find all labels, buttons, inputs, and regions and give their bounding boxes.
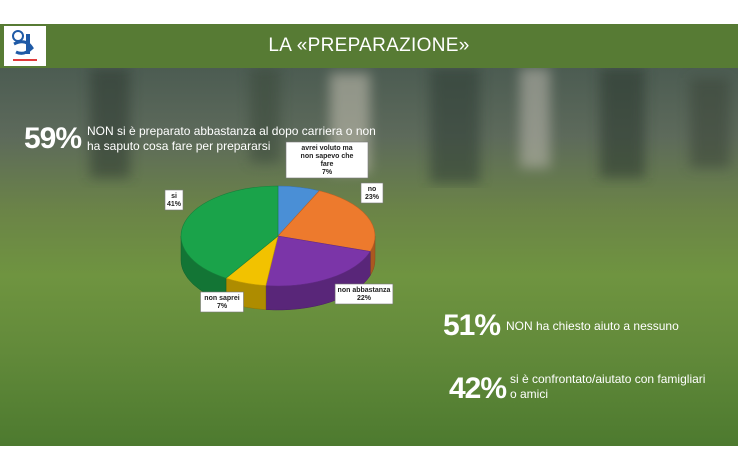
slice-label-box-1 (360, 182, 384, 204)
slice-label-box-2 (334, 283, 394, 305)
slice-name-label-0: non sapevo che (301, 153, 354, 160)
pie-slice-2 (265, 235, 371, 287)
slice-value-label-1: 23% (365, 194, 380, 201)
pie-slice-4 (180, 185, 279, 279)
stat-prepared-value: 59% (24, 122, 82, 155)
slice-name-label-3: non saprei (204, 295, 239, 302)
slice-label-box-0 (285, 141, 369, 179)
slice-value-label-3: 7% (217, 303, 228, 310)
slice-name-label-4: si (171, 193, 177, 200)
blurred-crowd-background (90, 68, 730, 183)
stat-no-help-text: NON ha chiesto aiuto a nessuno (506, 319, 679, 333)
slice-name-label-1: no (368, 186, 377, 193)
slice-label-box-4 (164, 189, 184, 211)
stat-no-help-value: 51% (443, 309, 501, 342)
logo (4, 26, 46, 66)
slide: LA «PREPARAZIONE» 59% NON si è preparato… (0, 24, 738, 446)
stat-prepared-text: NON si è preparato abbastanza al dopo ca… (87, 124, 376, 153)
slice-value-label-4: 41% (167, 201, 182, 208)
page-title: LA «PREPARAZIONE» (268, 35, 470, 56)
slice-label-box-3 (200, 291, 244, 313)
stat-family-value: 42% (449, 372, 507, 405)
slice-name-label-0: avrei voluto ma (301, 145, 352, 152)
slice-name-label-0: fare (321, 161, 334, 168)
header-bar: LA «PREPARAZIONE» (0, 24, 738, 68)
slice-value-label-2: 22% (357, 295, 372, 302)
pie-slice-1 (277, 190, 376, 252)
stat-family-text: si è confrontato/aiutato con famigliari … (510, 372, 706, 401)
slice-name-label-2: non abbastanza (338, 287, 391, 294)
slice-value-label-0: 7% (322, 169, 333, 176)
